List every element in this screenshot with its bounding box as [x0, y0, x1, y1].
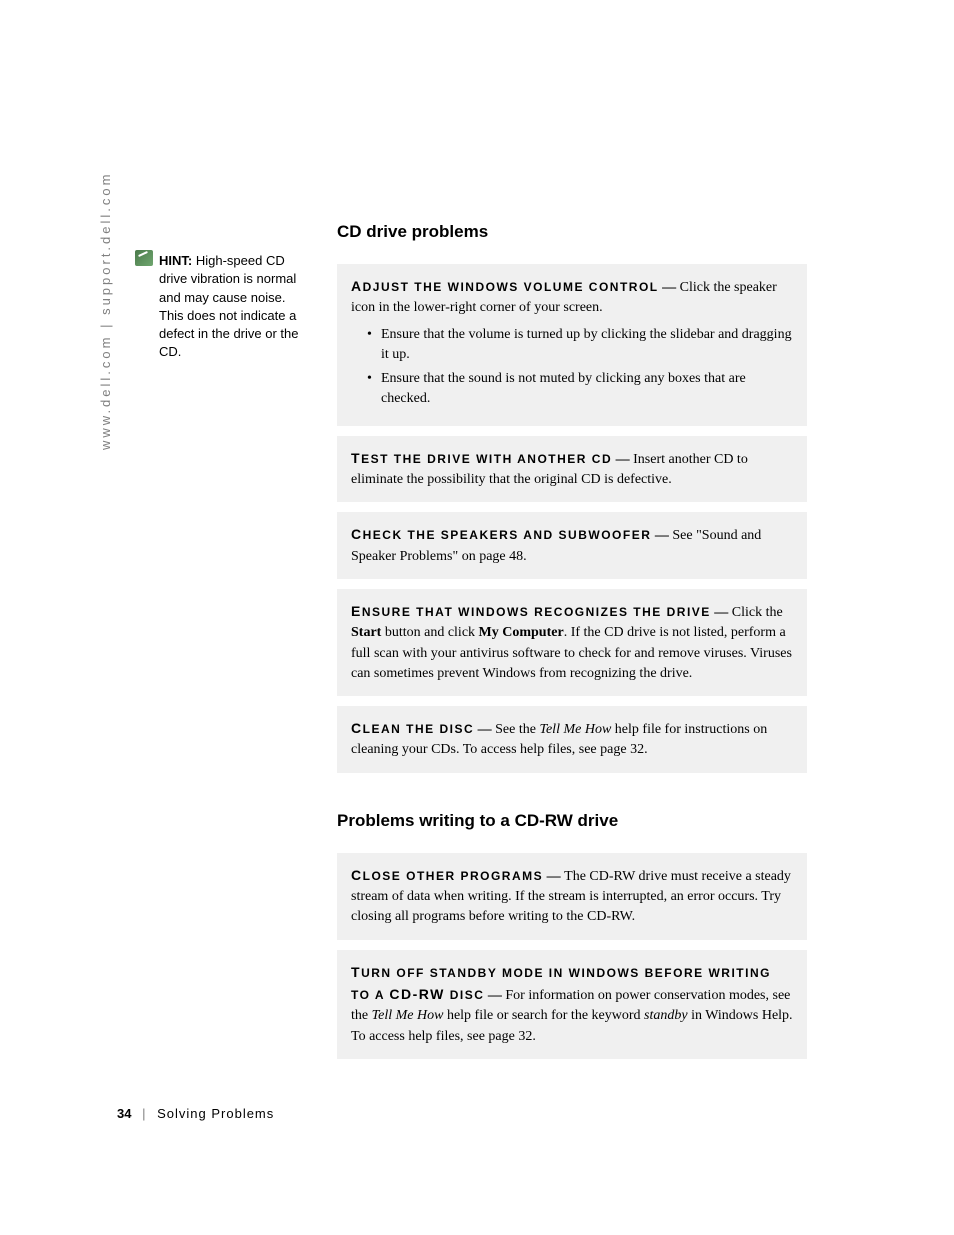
box-windows-recognize: ENSURE THAT WINDOWS RECOGNIZES THE DRIVE…	[337, 589, 807, 696]
hint-body: HINT: High-speed CD drive vibration is n…	[159, 252, 310, 361]
footer-divider: |	[142, 1106, 146, 1121]
hint-block: HINT: High-speed CD drive vibration is n…	[135, 250, 310, 361]
sidebar-url: www.dell.com | support.dell.com	[98, 172, 113, 450]
main-content: CD drive problems ADJUST THE WINDOWS VOL…	[337, 222, 807, 1069]
box-title: CLEAN THE DISC	[351, 722, 474, 736]
box-clean-disc: CLEAN THE DISC — See the Tell Me How hel…	[337, 706, 807, 773]
section2-heading: Problems writing to a CD-RW drive	[337, 811, 807, 831]
list-item: Ensure that the volume is turned up by c…	[367, 325, 793, 366]
box-close-programs: CLOSE OTHER PROGRAMS — The CD-RW drive m…	[337, 853, 807, 940]
pencil-icon	[135, 250, 153, 266]
box-standby-mode: TURN OFF STANDBY MODE IN WINDOWS BEFORE …	[337, 950, 807, 1059]
box-title: ADJUST THE WINDOWS VOLUME CONTROL	[351, 280, 659, 294]
box-test-drive: TEST THE DRIVE WITH ANOTHER CD — Insert …	[337, 436, 807, 503]
page-number: 34	[117, 1106, 131, 1121]
box-check-speakers: CHECK THE SPEAKERS AND SUBWOOFER — See "…	[337, 512, 807, 579]
box-adjust-volume: ADJUST THE WINDOWS VOLUME CONTROL — Clic…	[337, 264, 807, 426]
section1-heading: CD drive problems	[337, 222, 807, 242]
bullet-list: Ensure that the volume is turned up by c…	[367, 325, 793, 410]
hint-text: High-speed CD drive vibration is normal …	[159, 253, 298, 359]
list-item: Ensure that the sound is not muted by cl…	[367, 369, 793, 410]
hint-label: HINT:	[159, 253, 192, 268]
box-title: TEST THE DRIVE WITH ANOTHER CD	[351, 452, 612, 466]
box-title: ENSURE THAT WINDOWS RECOGNIZES THE DRIVE	[351, 605, 711, 619]
chapter-name: Solving Problems	[157, 1106, 274, 1121]
box-title: CHECK THE SPEAKERS AND SUBWOOFER	[351, 528, 651, 542]
page-footer: 34 | Solving Problems	[117, 1106, 274, 1121]
box-title: CLOSE OTHER PROGRAMS	[351, 869, 543, 883]
